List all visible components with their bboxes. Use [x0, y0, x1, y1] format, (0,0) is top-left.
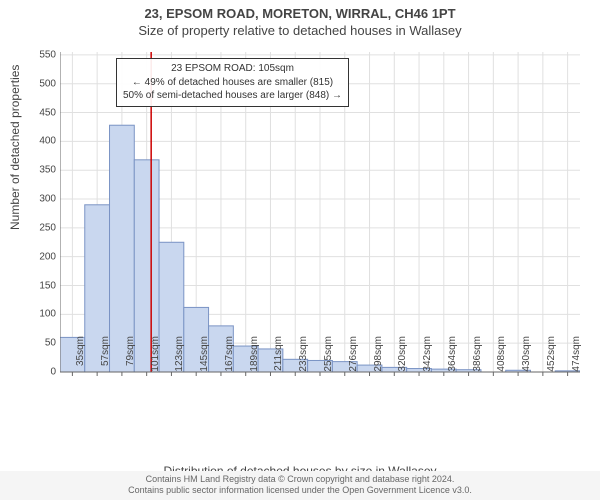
y-tick-label: 550	[26, 49, 56, 60]
y-tick-label: 0	[26, 367, 56, 378]
chart-subtitle: Size of property relative to detached ho…	[0, 21, 600, 38]
x-tick-label: 320sqm	[397, 336, 408, 378]
x-tick-label: 189sqm	[249, 336, 260, 378]
annotation-box: 23 EPSOM ROAD: 105sqm ← 49% of detached …	[116, 58, 349, 107]
x-tick-label: 430sqm	[521, 336, 532, 378]
x-tick-label: 167sqm	[224, 336, 235, 378]
x-tick-label: 255sqm	[323, 336, 334, 378]
x-tick-label: 364sqm	[447, 336, 458, 378]
x-tick-label: 298sqm	[373, 336, 384, 378]
y-tick-label: 350	[26, 165, 56, 176]
annotation-line2: ← 49% of detached houses are smaller (81…	[123, 76, 342, 90]
x-tick-label: 57sqm	[100, 336, 111, 378]
y-tick-label: 450	[26, 107, 56, 118]
annotation-line1: 23 EPSOM ROAD: 105sqm	[123, 62, 342, 76]
x-tick-label: 79sqm	[125, 336, 136, 378]
y-tick-label: 200	[26, 251, 56, 262]
y-tick-label: 50	[26, 338, 56, 349]
footer-line1: Contains HM Land Registry data © Crown c…	[6, 474, 594, 486]
y-tick-label: 300	[26, 194, 56, 205]
x-tick-label: 233sqm	[298, 336, 309, 378]
x-tick-label: 276sqm	[348, 336, 359, 378]
y-axis-label: Number of detached properties	[8, 65, 22, 230]
y-tick-label: 500	[26, 78, 56, 89]
x-tick-label: 101sqm	[150, 336, 161, 378]
x-tick-label: 35sqm	[75, 336, 86, 378]
x-tick-label: 145sqm	[199, 336, 210, 378]
x-tick-label: 474sqm	[571, 336, 582, 378]
chart-title: 23, EPSOM ROAD, MORETON, WIRRAL, CH46 1P…	[0, 0, 600, 21]
chart-area: 050100150200250300350400450500550 35sqm5…	[60, 52, 580, 422]
annotation-line3: 50% of semi-detached houses are larger (…	[123, 89, 342, 103]
y-tick-label: 400	[26, 136, 56, 147]
y-tick-label: 100	[26, 309, 56, 320]
footer: Contains HM Land Registry data © Crown c…	[0, 471, 600, 500]
x-tick-label: 342sqm	[422, 336, 433, 378]
x-tick-label: 386sqm	[472, 336, 483, 378]
x-tick-label: 211sqm	[273, 336, 284, 378]
y-tick-label: 250	[26, 222, 56, 233]
x-tick-label: 408sqm	[496, 336, 507, 378]
x-tick-label: 123sqm	[174, 336, 185, 378]
y-tick-label: 150	[26, 280, 56, 291]
footer-line2: Contains public sector information licen…	[6, 485, 594, 497]
x-tick-label: 452sqm	[546, 336, 557, 378]
